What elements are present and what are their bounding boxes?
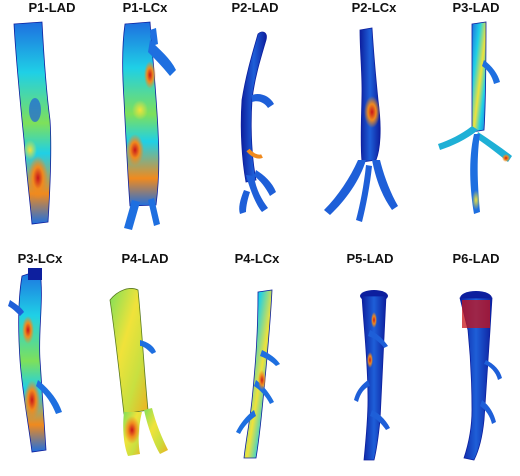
panel-label-p3-lcx: P3-LCx (17, 251, 63, 266)
panel-label-p2-lcx: P2-LCx (351, 0, 397, 15)
vessel-p4-lad (109, 288, 168, 456)
panel-label-p5-lad: P5-LAD (346, 251, 394, 266)
panel-label-p4-lcx: P4-LCx (234, 251, 280, 266)
vessel-p5-lad (354, 290, 390, 461)
vessel-p4-lcx (236, 289, 280, 459)
panel-label-p6-lad: P6-LAD (452, 251, 500, 266)
vessel-p6-lad (459, 291, 502, 461)
panel-label-p1-lad: P1-LAD (28, 0, 76, 15)
vessel-p2-lad (239, 31, 276, 214)
panel-label-p1-lcx: P1-LCx (122, 0, 168, 15)
vessel-p2-lcx (324, 27, 398, 222)
vessel-p3-lcx (8, 268, 62, 453)
panel-label-p2-lad: P2-LAD (231, 0, 279, 15)
panel-label-p3-lad: P3-LAD (452, 0, 500, 15)
vessel-p1-lcx (122, 21, 176, 230)
panel-label-p4-lad: P4-LAD (121, 251, 169, 266)
vessel-p3-lad (438, 21, 512, 214)
vessel-p1-lad (13, 21, 52, 225)
